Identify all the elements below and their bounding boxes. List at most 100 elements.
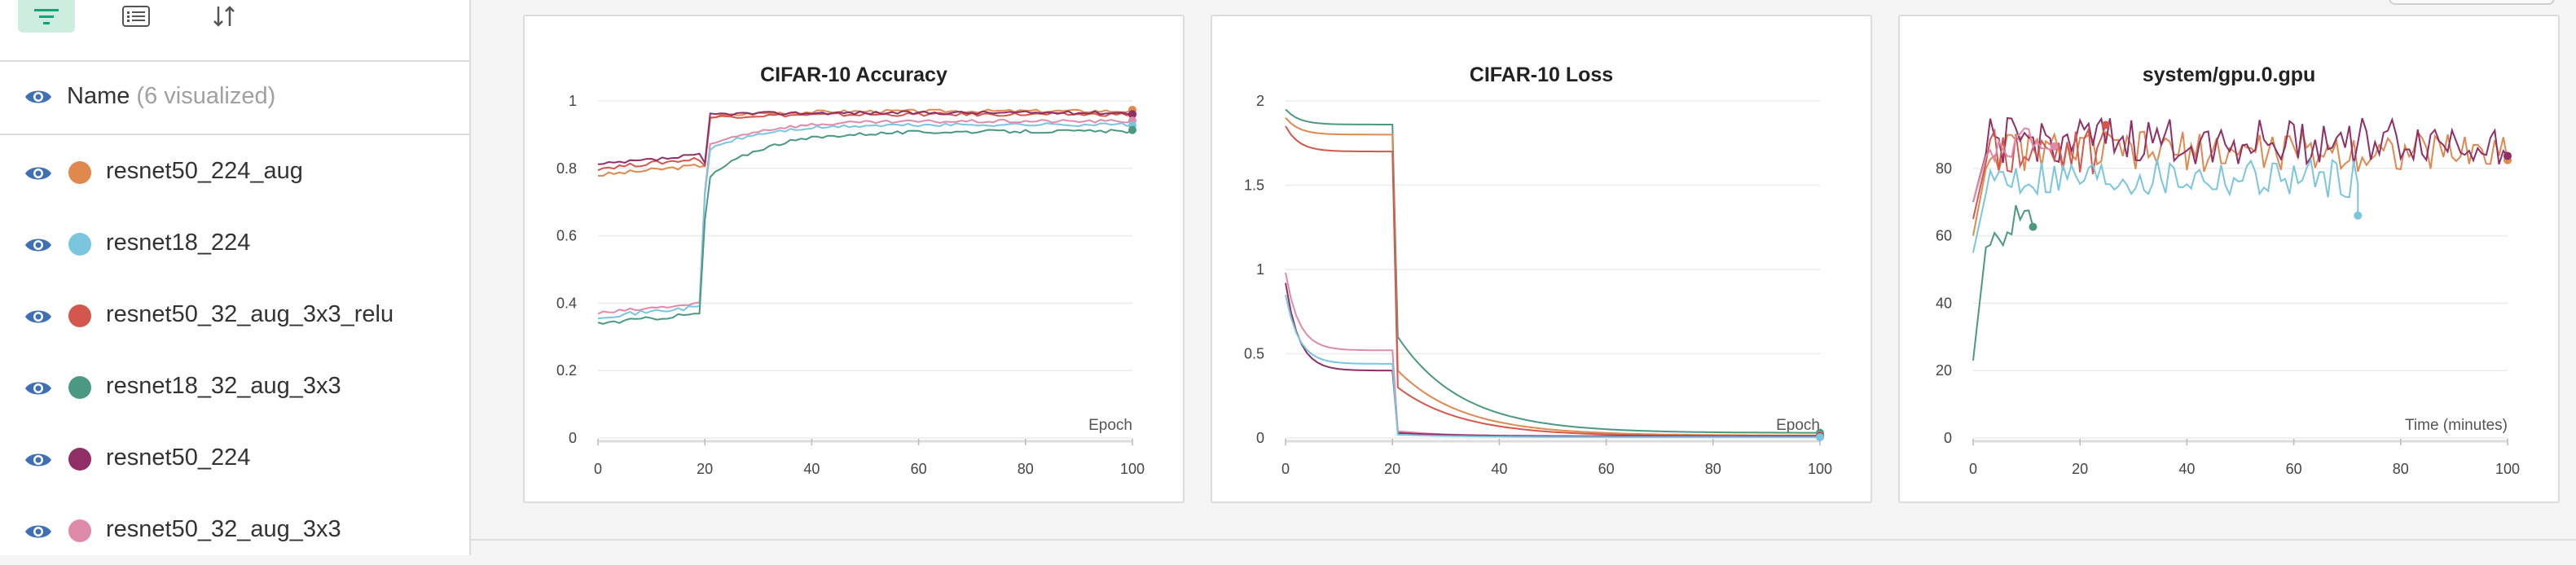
run-row[interactable]: resnet50_32_aug_3x3 <box>0 493 469 565</box>
x-tick-label: 20 <box>1384 461 1400 477</box>
run-row[interactable]: resnet18_224 <box>0 207 469 278</box>
y-tick-label: 2 <box>1256 93 1264 109</box>
sort-icon <box>213 6 235 27</box>
series-end-point <box>1816 432 1824 441</box>
x-tick-label: 60 <box>1598 461 1615 477</box>
eye-icon[interactable] <box>24 308 52 330</box>
panel-menu-button[interactable] <box>2389 0 2555 5</box>
x-tick-label: 20 <box>2072 461 2088 477</box>
y-tick-label: 20 <box>1936 362 1952 379</box>
chart-title: CIFAR-10 Accuracy <box>760 64 947 86</box>
run-name: resnet50_32_aug_3x3_relu <box>106 301 394 327</box>
filter-icon <box>34 9 59 24</box>
series-line <box>597 122 1133 320</box>
filter-button[interactable] <box>18 0 75 33</box>
gpu-chart: system/gpu.0.gpu 0 20 40 60 80 0 20 40 60 80 100 Tim… <box>1936 64 2520 477</box>
chart-panel-gpu[interactable]: system/gpu.0.gpu 0 20 40 60 80 0 20 40 60 80 100 Tim… <box>1898 15 2560 503</box>
runs-header: Name (6 visualized) <box>0 60 469 135</box>
y-tick-label: 0.6 <box>556 228 577 244</box>
run-color-dot[interactable] <box>68 376 91 399</box>
sort-button[interactable] <box>196 0 253 33</box>
list-icon <box>122 6 150 27</box>
y-tick-label: 1 <box>569 93 577 109</box>
run-name: resnet50_32_aug_3x3 <box>106 516 341 542</box>
y-tick-label: 1.5 <box>1244 177 1264 194</box>
series-line <box>597 110 1133 166</box>
run-row[interactable]: resnet50_224 <box>0 422 469 493</box>
y-tick-label: 0.4 <box>556 295 577 311</box>
run-row[interactable]: resnet50_32_aug_3x3_relu <box>0 278 469 350</box>
y-tick-label: 0.8 <box>556 160 577 177</box>
y-tick-label: 0.2 <box>556 362 577 379</box>
x-tick-label: 80 <box>2393 461 2409 477</box>
chart-title: CIFAR-10 Loss <box>1470 64 1613 86</box>
run-color-dot[interactable] <box>68 519 91 542</box>
run-row[interactable]: resnet18_32_aug_3x3 <box>0 350 469 422</box>
series-line <box>597 118 1133 315</box>
series-line <box>1285 125 1820 437</box>
x-tick-label: 0 <box>594 461 602 477</box>
eye-icon[interactable] <box>24 523 52 545</box>
x-tick-label: 100 <box>2495 461 2520 477</box>
y-tick-label: 0 <box>569 430 577 446</box>
series-line <box>1972 127 2055 203</box>
series-line <box>1972 156 2359 253</box>
y-tick-label: 0 <box>1256 430 1264 446</box>
eye-icon[interactable] <box>24 451 52 473</box>
series-end-point <box>2050 142 2059 151</box>
series-end-point <box>1128 110 1136 119</box>
series-line <box>1972 125 2107 220</box>
eye-icon[interactable] <box>24 88 52 110</box>
x-axis-label: Time (minutes) <box>2405 417 2508 434</box>
series-line <box>1285 117 1820 436</box>
run-color-dot[interactable] <box>68 304 91 327</box>
y-tick-label: 80 <box>1936 160 1952 177</box>
run-color-dot[interactable] <box>68 161 91 184</box>
eye-icon[interactable] <box>24 164 52 186</box>
series-end-point <box>2101 120 2110 129</box>
x-tick-label: 100 <box>1808 461 1832 477</box>
y-tick-label: 0.5 <box>1244 346 1264 362</box>
series-line <box>1285 294 1820 438</box>
y-tick-label: 0 <box>1944 430 1952 446</box>
series-line <box>1972 116 2508 203</box>
run-color-dot[interactable] <box>68 448 91 471</box>
chart-panel-accuracy[interactable]: CIFAR-10 Accuracy 0 0.2 0.4 0.6 0.8 1 0 20 40 60 80… <box>523 15 1185 503</box>
run-color-dot[interactable] <box>68 233 91 256</box>
divider <box>471 539 2576 541</box>
x-tick-label: 40 <box>2178 461 2195 477</box>
series-line <box>597 129 1133 325</box>
runs-sidebar: Name (6 visualized) resnet50_224_aug res… <box>0 0 471 555</box>
x-tick-label: 0 <box>1969 461 1977 477</box>
x-axis-label: Epoch <box>1088 417 1132 434</box>
eye-icon[interactable] <box>24 379 52 401</box>
series-line <box>1285 272 1820 438</box>
x-tick-label: 40 <box>803 461 820 477</box>
x-tick-label: 0 <box>1281 461 1290 477</box>
series-line <box>1285 108 1820 434</box>
x-tick-label: 80 <box>1705 461 1721 477</box>
group-button[interactable] <box>108 0 165 33</box>
chart-title: system/gpu.0.gpu <box>2143 64 2316 86</box>
run-name: resnet50_224 <box>106 445 251 471</box>
x-tick-label: 100 <box>1120 461 1145 477</box>
x-tick-label: 20 <box>697 461 713 477</box>
chart-panel-loss[interactable]: CIFAR-10 Loss 0 0.5 1 1.5 2 0 20 40 60 80 100 Epoch <box>1211 15 1872 503</box>
runs-header-label[interactable]: Name (6 visualized) <box>67 83 276 109</box>
eye-icon[interactable] <box>24 236 52 258</box>
run-name: resnet50_224_aug <box>106 158 303 184</box>
x-tick-label: 40 <box>1491 461 1507 477</box>
run-row[interactable]: resnet50_224_aug <box>0 135 469 207</box>
y-tick-label: 60 <box>1936 228 1952 244</box>
x-tick-label: 60 <box>2286 461 2302 477</box>
series-line <box>1285 282 1820 437</box>
run-name: resnet18_32_aug_3x3 <box>106 373 341 399</box>
x-tick-label: 80 <box>1018 461 1034 477</box>
sidebar-toolbar <box>0 0 469 60</box>
series-end-point <box>1128 125 1136 134</box>
accuracy-chart: CIFAR-10 Accuracy 0 0.2 0.4 0.6 0.8 1 0 20 40 60 80… <box>556 64 1145 477</box>
series-end-point <box>2503 151 2512 160</box>
series-line <box>1972 204 2034 361</box>
charts-area: CIFAR-10 Accuracy 0 0.2 0.4 0.6 0.8 1 0 20 40 60 80… <box>471 0 2576 555</box>
